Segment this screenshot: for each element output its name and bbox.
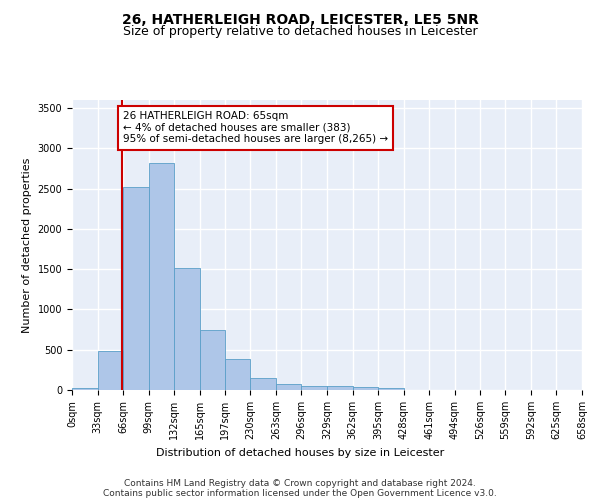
Text: Contains HM Land Registry data © Crown copyright and database right 2024.: Contains HM Land Registry data © Crown c… <box>124 478 476 488</box>
Y-axis label: Number of detached properties: Number of detached properties <box>22 158 32 332</box>
Bar <box>276 384 301 390</box>
Bar <box>149 163 175 390</box>
Bar <box>301 386 327 390</box>
Text: Contains public sector information licensed under the Open Government Licence v3: Contains public sector information licen… <box>103 488 497 498</box>
Bar <box>378 388 404 390</box>
Bar <box>327 386 353 390</box>
Text: Distribution of detached houses by size in Leicester: Distribution of detached houses by size … <box>156 448 444 458</box>
Bar <box>353 387 378 390</box>
Text: 26, HATHERLEIGH ROAD, LEICESTER, LE5 5NR: 26, HATHERLEIGH ROAD, LEICESTER, LE5 5NR <box>122 12 478 26</box>
Bar <box>200 330 224 390</box>
Bar <box>98 352 123 390</box>
Text: Size of property relative to detached houses in Leicester: Size of property relative to detached ho… <box>122 25 478 38</box>
Text: 26 HATHERLEIGH ROAD: 65sqm
← 4% of detached houses are smaller (383)
95% of semi: 26 HATHERLEIGH ROAD: 65sqm ← 4% of detac… <box>123 112 388 144</box>
Bar <box>224 358 250 390</box>
Bar <box>175 268 200 390</box>
Bar <box>250 378 276 390</box>
Bar <box>123 187 149 390</box>
Bar <box>72 388 98 390</box>
